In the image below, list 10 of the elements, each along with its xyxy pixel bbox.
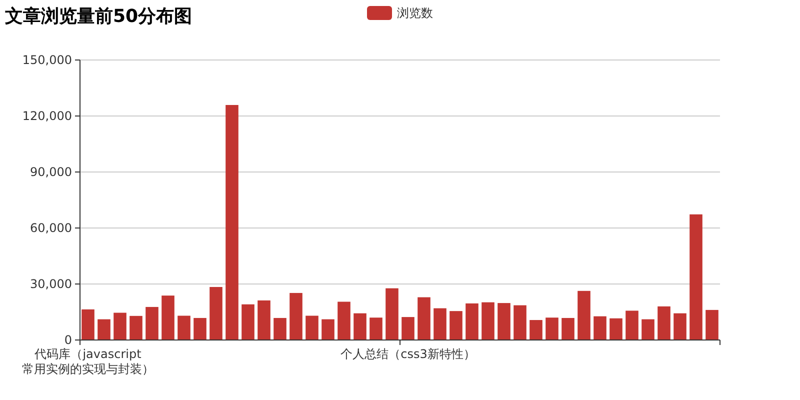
x-tick-label: 代码库（javascript常用实例的实现与封装） — [22, 347, 154, 376]
y-tick-label: 0 — [64, 333, 72, 347]
chart-title: 文章浏览量前50分布图 — [4, 6, 192, 27]
y-tick-label: 120,000 — [22, 109, 72, 123]
y-tick-label: 90,000 — [30, 165, 72, 179]
y-tick-label: 150,000 — [22, 53, 72, 67]
y-tick-label: 60,000 — [30, 221, 72, 235]
legend-label: 浏览数 — [397, 6, 433, 20]
x-tick-label: 个人总结（css3新特性） — [340, 347, 476, 361]
y-tick-label: 30,000 — [30, 277, 72, 291]
